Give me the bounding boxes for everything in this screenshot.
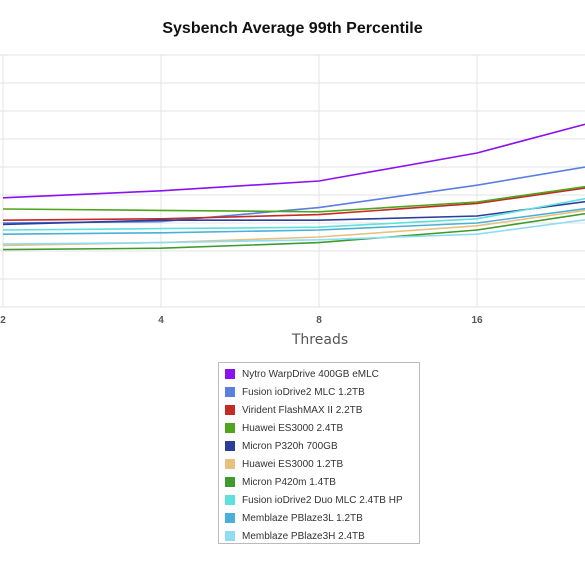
legend-label: Fusion ioDrive2 Duo MLC 2.4TB HP [242, 494, 403, 506]
series-line-9 [2, 207, 585, 235]
legend-swatch [225, 441, 235, 451]
legend-label: Virident FlashMAX II 2.2TB [242, 404, 363, 416]
legend-item: Fusion ioDrive2 MLC 1.2TB [219, 383, 419, 401]
x-tick-label: 8 [316, 315, 322, 326]
legend-swatch [225, 423, 235, 433]
legend-item: Nytro WarpDrive 400GB eMLC [219, 365, 419, 383]
legend-swatch [225, 495, 235, 505]
legend-label: Huawei ES3000 1.2TB [242, 458, 344, 470]
legend-label: Micron P320h 700GB [242, 440, 338, 452]
legend-label: Memblaze PBlaze3H 2.4TB [242, 530, 365, 542]
legend-item: Micron P320h 700GB [219, 437, 419, 455]
x-tick-label: 4 [158, 315, 164, 326]
legend-label: Nytro WarpDrive 400GB eMLC [242, 368, 379, 380]
series-lines [2, 123, 585, 251]
series-line-7 [2, 212, 585, 251]
series-line-1 [2, 123, 585, 199]
x-axis-label: Threads [291, 332, 349, 348]
legend-swatch [225, 387, 235, 397]
legend-swatch [225, 513, 235, 523]
series-line-8 [2, 197, 585, 231]
series-line-3 [2, 187, 585, 221]
legend-swatch [225, 477, 235, 487]
x-tick-label: 2 [0, 315, 6, 326]
legend-item: Memblaze PBlaze3H 2.4TB [219, 527, 419, 545]
legend-item: Fusion ioDrive2 Duo MLC 2.4TB HP [219, 491, 419, 509]
legend-swatch [225, 405, 235, 415]
legend-label: Memblaze PBlaze3L 1.2TB [242, 512, 363, 524]
legend-label: Huawei ES3000 2.4TB [242, 422, 344, 434]
chart-title: Sysbench Average 99th Percentile [162, 20, 423, 37]
legend-item: Micron P420m 1.4TB [219, 473, 419, 491]
legend-item: Huawei ES3000 1.2TB [219, 455, 419, 473]
gridlines [0, 54, 585, 308]
series-line-10 [2, 219, 585, 245]
legend-item: Virident FlashMAX II 2.2TB [219, 401, 419, 419]
series-line-4 [2, 185, 585, 213]
x-tick-labels: 2 4 8 16 [0, 315, 483, 326]
legend-swatch [225, 531, 235, 541]
legend-label: Micron P420m 1.4TB [242, 476, 336, 488]
legend: Nytro WarpDrive 400GB eMLC Fusion ioDrive… [218, 362, 420, 544]
legend-item: Huawei ES3000 2.4TB [219, 419, 419, 437]
x-tick-label: 16 [471, 315, 483, 326]
legend-item: Memblaze PBlaze3L 1.2TB [219, 509, 419, 527]
legend-swatch [225, 459, 235, 469]
legend-label: Fusion ioDrive2 MLC 1.2TB [242, 386, 365, 398]
legend-swatch [225, 369, 235, 379]
line-chart: 2 4 8 16 [0, 54, 585, 326]
